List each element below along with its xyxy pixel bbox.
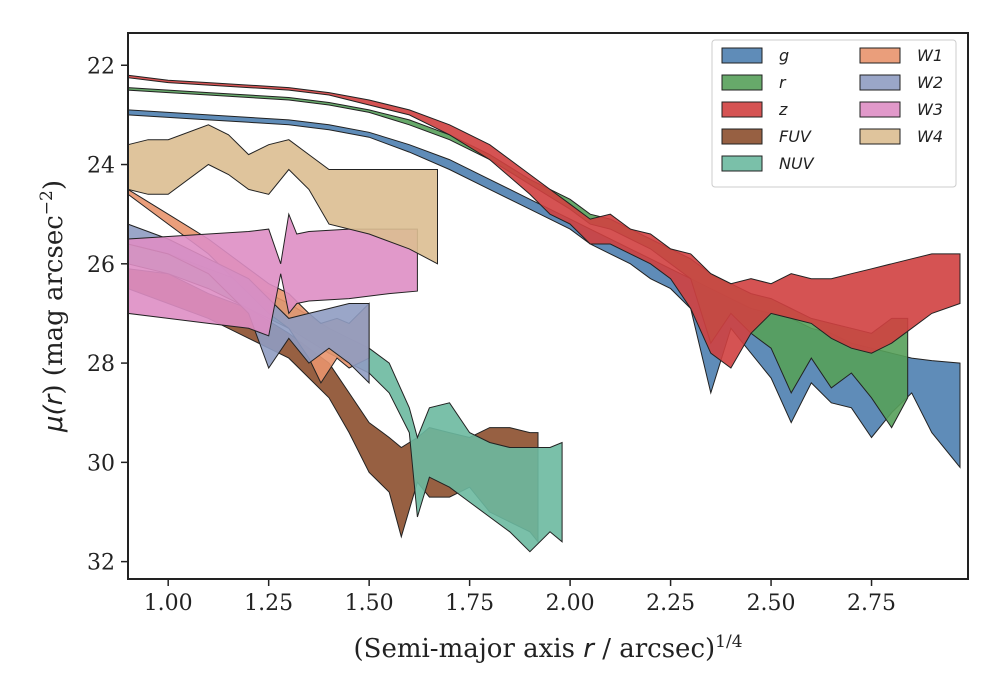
legend-label-fuv: FUV <box>779 127 812 146</box>
y-axis-title: μ(r) (mag arcsec−2) <box>37 180 69 433</box>
legend-label-w1: W1 <box>917 46 943 65</box>
x-tick-label: 2.00 <box>546 591 595 616</box>
x-tick-label: 1.00 <box>144 591 193 616</box>
legend-swatch-r <box>721 74 763 91</box>
legend-swatch-fuv <box>721 128 763 145</box>
data-bands <box>127 74 961 553</box>
band-w4 <box>127 124 438 265</box>
legend-label-g: g <box>779 46 789 65</box>
legend-swatch-nuv <box>721 155 763 172</box>
legend-swatch-w1 <box>859 47 901 64</box>
plot-frame <box>127 32 969 580</box>
x-tick-label: 1.50 <box>345 591 394 616</box>
legend-label-w2: W2 <box>917 73 943 92</box>
legend-label-nuv: NUV <box>779 154 815 173</box>
legend-swatch-z <box>721 101 763 118</box>
legend-swatch-w3 <box>859 101 901 118</box>
x-axis-ticks: 1.00 1.25 1.50 1.75 2.00 2.25 2.50 2.75 <box>144 579 896 616</box>
legend-swatch-w4 <box>859 128 901 145</box>
x-tick-label: 1.25 <box>244 591 293 616</box>
x-tick-label: 1.75 <box>445 591 494 616</box>
y-tick-label: 28 <box>87 352 115 377</box>
y-tick-label: 22 <box>87 54 115 79</box>
legend-label-z: z <box>778 100 788 119</box>
x-tick-label: 2.75 <box>847 591 896 616</box>
y-tick-label: 26 <box>87 253 115 278</box>
x-tick-label: 2.50 <box>747 591 796 616</box>
band-z <box>127 74 961 369</box>
y-tick-label: 32 <box>87 551 115 576</box>
legend-swatch-w2 <box>859 74 901 91</box>
legend-swatch-g <box>721 47 763 64</box>
y-axis-ticks: 22 24 26 28 30 32 <box>87 54 128 576</box>
x-axis-title: (Semi-major axis r / arcsec)1/4 <box>353 632 742 664</box>
x-tick-label: 2.25 <box>646 591 695 616</box>
legend-label-w4: W4 <box>917 127 943 146</box>
y-tick-label: 30 <box>87 451 115 476</box>
band-w3 <box>127 212 418 337</box>
y-tick-label: 24 <box>87 154 115 179</box>
legend: grz FUV NUV W1 W2 W3 W4 <box>711 39 957 188</box>
legend-label-r: r <box>779 73 787 92</box>
legend-label-w3: W3 <box>917 100 943 119</box>
